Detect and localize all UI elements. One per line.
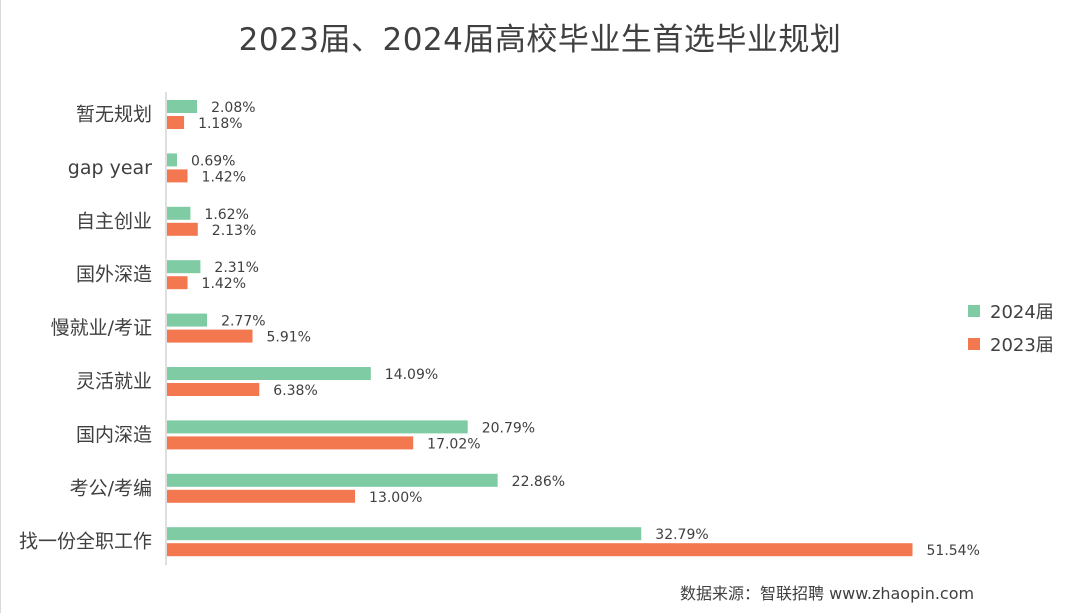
- legend-label-2023: 2023届: [990, 335, 1054, 356]
- frame-border: [0, 0, 1, 613]
- bar-2024: [167, 313, 208, 327]
- data-label-2024: 2.08%: [211, 100, 255, 116]
- bar-2023: [167, 116, 185, 129]
- data-label-2023: 6.38%: [273, 383, 317, 399]
- bar-2023: [167, 436, 414, 450]
- legend-item-2023: 2023届: [968, 333, 1054, 356]
- legend-label-2024: 2024届: [990, 302, 1054, 323]
- category-label: 灵活就业: [76, 371, 152, 393]
- data-label-2023: 5.91%: [266, 330, 310, 346]
- bar-2024: [167, 367, 371, 380]
- bar-2023: [167, 169, 188, 183]
- data-label-2023: 17.02%: [427, 436, 480, 452]
- bar-2024: [167, 260, 201, 274]
- category-label: 暂无规划: [76, 104, 152, 126]
- data-label-2024: 2.77%: [221, 314, 265, 330]
- data-label-2023: 1.18%: [198, 116, 242, 132]
- bar-2024: [167, 100, 198, 113]
- category-label: 自主创业: [76, 210, 152, 232]
- legend-swatch-2024: [968, 305, 980, 317]
- bar-2023: [167, 383, 260, 396]
- bar-2024: [167, 527, 642, 541]
- data-label-2023: 2.13%: [212, 223, 256, 239]
- data-label-2024: 0.69%: [191, 153, 235, 169]
- data-label-2024: 14.09%: [385, 367, 438, 383]
- data-label-2023: 51.54%: [927, 543, 980, 559]
- category-label: 国外深造: [76, 264, 152, 286]
- legend-swatch-2023: [968, 338, 980, 350]
- chart-title: 2023届、2024届高校毕业生首选毕业规划: [238, 22, 842, 58]
- data-label-2024: 2.31%: [214, 260, 258, 276]
- data-label-2024: 22.86%: [512, 474, 565, 490]
- bar-2024: [167, 153, 177, 167]
- category-label: 找一份全职工作: [19, 531, 152, 553]
- data-label-2023: 1.42%: [202, 169, 246, 185]
- bar-2023: [167, 329, 253, 343]
- bar-2023: [167, 276, 188, 290]
- category-label: gap year: [68, 157, 152, 179]
- data-label-2024: 1.62%: [204, 207, 248, 223]
- bar-2024: [167, 206, 191, 220]
- data-label-2024: 20.79%: [482, 420, 535, 436]
- bar-2023: [167, 489, 356, 503]
- legend-item-2024: 2024届: [968, 300, 1054, 323]
- category-label: 国内深造: [76, 424, 152, 446]
- bar-2024: [167, 473, 498, 487]
- data-source: 数据来源：智联招聘 www.zhaopin.com: [680, 584, 975, 603]
- data-label-2024: 32.79%: [655, 527, 708, 543]
- category-label: 慢就业/考证: [51, 317, 152, 339]
- data-label-2023: 1.42%: [202, 276, 246, 292]
- data-label-2023: 13.00%: [369, 490, 422, 506]
- category-label: 考公/考编: [70, 477, 152, 499]
- bar-2023: [167, 222, 198, 236]
- bar-2024: [167, 420, 468, 434]
- legend: 2024届 2023届: [968, 300, 1054, 366]
- bar-2023: [167, 543, 913, 557]
